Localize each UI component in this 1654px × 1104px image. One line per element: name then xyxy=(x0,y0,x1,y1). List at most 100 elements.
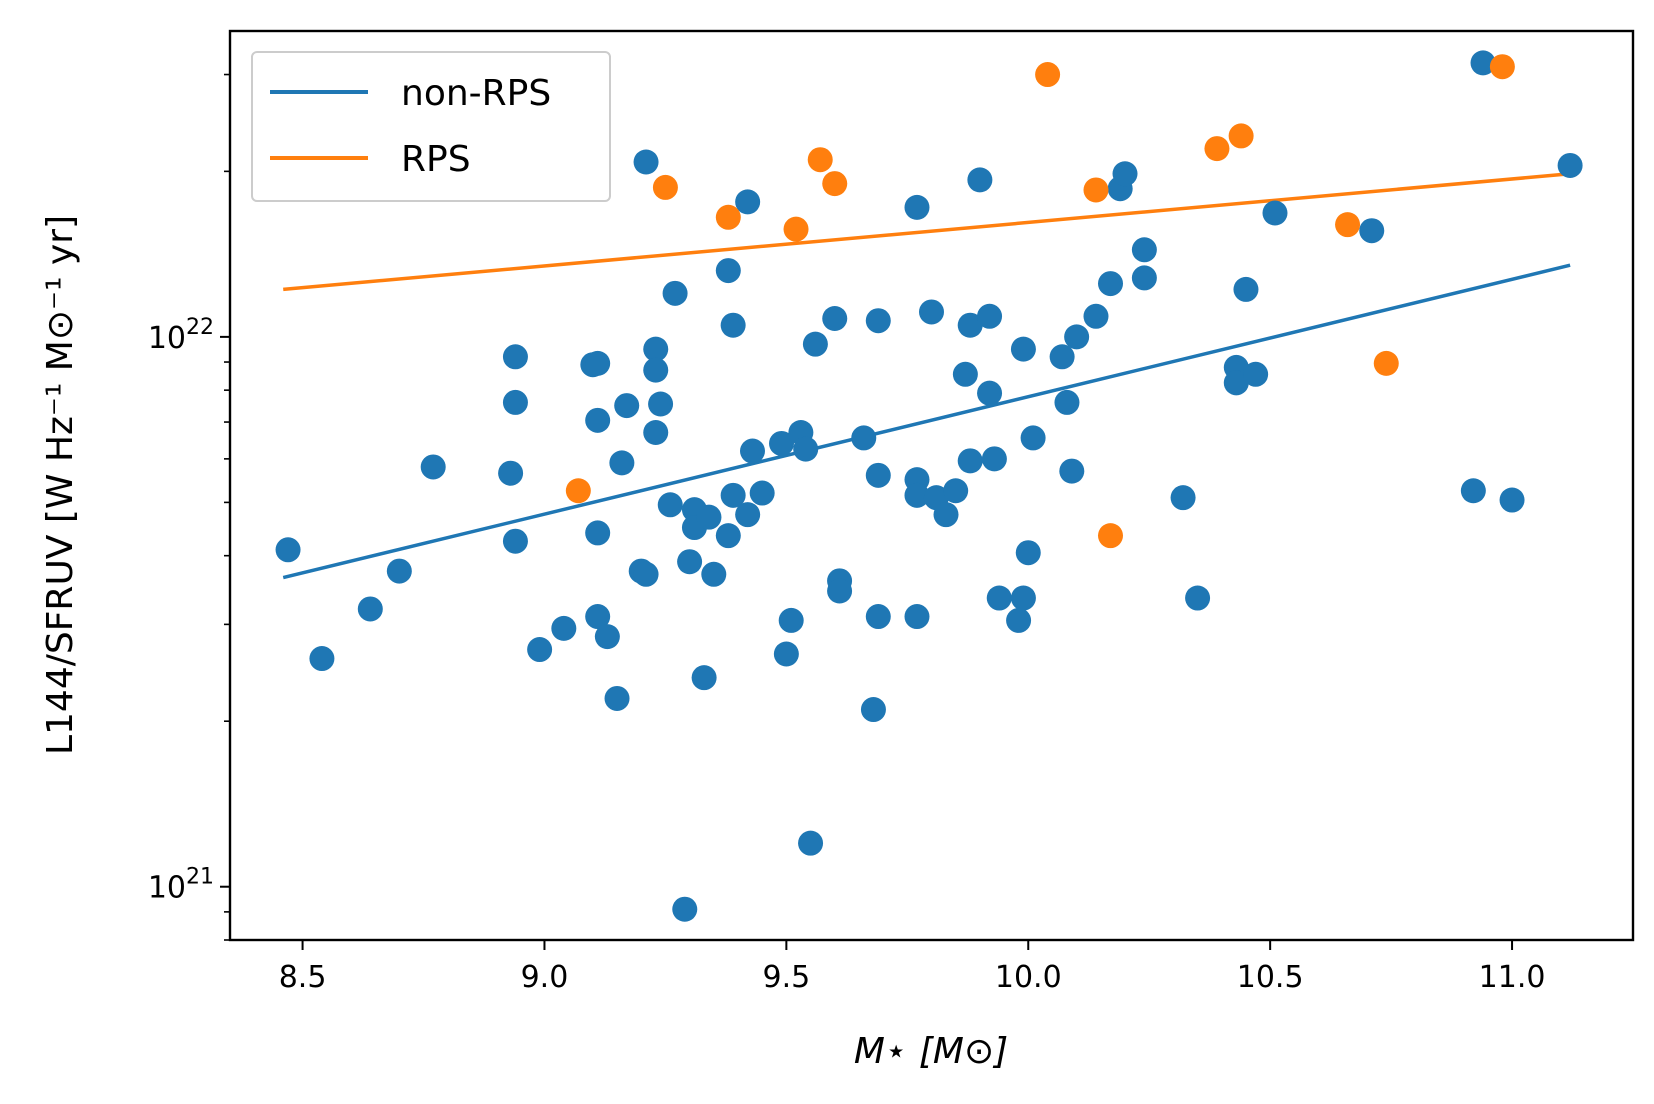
data-point-non-rps xyxy=(696,504,722,530)
legend-label-non-rps: non-RPS xyxy=(401,73,551,114)
data-point-non-rps xyxy=(309,646,335,672)
data-point-non-rps xyxy=(919,299,944,325)
data-point-non-rps xyxy=(1262,200,1288,226)
data-point-non-rps xyxy=(735,502,761,528)
data-point-non-rps xyxy=(657,492,683,518)
data-point-non-rps xyxy=(609,450,635,476)
data-point-non-rps xyxy=(1020,425,1046,451)
data-point-non-rps xyxy=(585,520,611,546)
data-point-non-rps xyxy=(865,308,891,334)
data-point-non-rps xyxy=(551,615,577,641)
data-point-non-rps xyxy=(986,585,1012,611)
data-point-non-rps xyxy=(715,258,741,284)
data-point-non-rps xyxy=(952,361,978,387)
x-tick-label: 11.0 xyxy=(1479,960,1546,995)
data-point-non-rps xyxy=(1170,485,1196,511)
data-point-non-rps xyxy=(1098,271,1124,297)
data-point-non-rps xyxy=(1223,370,1249,396)
data-point-non-rps xyxy=(822,305,848,331)
data-point-non-rps xyxy=(793,436,819,462)
axis-layer: 8.5 9.0 9.5 10.0 10.5 11.0 1021 1022 xyxy=(148,73,1546,995)
data-point-rps xyxy=(1489,54,1515,80)
legend-label-rps: RPS xyxy=(401,139,471,180)
data-point-non-rps xyxy=(1131,265,1157,291)
data-point-non-rps xyxy=(957,448,983,474)
data-point-non-rps xyxy=(981,446,1007,472)
data-point-non-rps xyxy=(1054,389,1080,415)
data-point-non-rps xyxy=(614,393,640,419)
data-point-rps xyxy=(822,171,848,197)
data-point-non-rps xyxy=(1557,152,1583,178)
x-axis-label: M⋆ [M⊙] xyxy=(854,1031,1008,1072)
x-tick-label: 10.5 xyxy=(1237,960,1304,995)
data-point-non-rps xyxy=(957,312,983,338)
data-point-non-rps xyxy=(802,331,828,357)
data-point-non-rps xyxy=(1006,607,1032,633)
data-point-non-rps xyxy=(720,312,746,338)
data-point-non-rps xyxy=(585,350,611,376)
data-point-non-rps xyxy=(643,336,669,362)
data-point-non-rps xyxy=(865,604,891,630)
data-point-non-rps xyxy=(904,194,930,220)
fit-line-non-rps xyxy=(282,263,1571,580)
data-point-rps xyxy=(652,174,678,200)
data-point-non-rps xyxy=(672,896,698,922)
data-point-non-rps xyxy=(933,502,959,528)
data-point-non-rps xyxy=(594,624,620,650)
y-tick-label: 1021 xyxy=(148,865,214,906)
legend-box xyxy=(251,51,611,202)
data-point-non-rps xyxy=(1010,336,1036,362)
data-point-non-rps xyxy=(1460,478,1486,504)
y-axis-label: L144/SFRUV [W Hz⁻¹ M⊙⁻¹ yr] xyxy=(40,215,81,755)
data-point-non-rps xyxy=(1010,585,1036,611)
data-point-non-rps xyxy=(778,607,804,633)
data-point-non-rps xyxy=(904,604,930,630)
data-point-non-rps xyxy=(827,578,853,604)
data-point-non-rps xyxy=(420,454,446,480)
data-point-non-rps xyxy=(1015,540,1041,566)
y-tick-label: 1022 xyxy=(148,315,214,356)
data-point-non-rps xyxy=(585,604,611,630)
data-point-non-rps xyxy=(943,478,969,504)
data-point-non-rps xyxy=(502,389,528,415)
data-point-non-rps xyxy=(1131,237,1157,263)
data-point-non-rps xyxy=(1185,585,1211,611)
data-point-non-rps xyxy=(715,523,741,549)
data-point-non-rps xyxy=(677,549,703,575)
data-point-non-rps xyxy=(275,537,301,563)
data-point-non-rps xyxy=(1059,458,1085,484)
data-point-non-rps xyxy=(773,641,799,667)
data-point-non-rps xyxy=(643,357,669,383)
x-tick-label: 9.5 xyxy=(763,960,811,995)
data-point-non-rps xyxy=(720,482,746,508)
data-point-rps xyxy=(807,147,833,173)
x-tick-label: 8.5 xyxy=(279,960,327,995)
plot-frame xyxy=(228,29,1635,942)
data-point-rps xyxy=(1083,177,1109,203)
data-point-non-rps xyxy=(769,430,795,456)
data-point-non-rps xyxy=(604,685,630,711)
data-point-rps xyxy=(1228,123,1254,149)
x-tick-label: 10.0 xyxy=(995,960,1062,995)
data-point-non-rps xyxy=(860,697,886,723)
data-point-non-rps xyxy=(1049,344,1075,370)
data-point-non-rps xyxy=(798,830,824,856)
data-point-non-rps xyxy=(1359,218,1385,244)
data-point-non-rps xyxy=(1083,303,1109,329)
data-point-rps xyxy=(1204,136,1230,162)
data-point-rps xyxy=(1335,212,1361,238)
data-point-rps xyxy=(1373,350,1399,376)
data-point-non-rps xyxy=(701,561,727,587)
data-point-non-rps xyxy=(1112,161,1138,187)
data-point-non-rps xyxy=(865,462,891,488)
data-point-non-rps xyxy=(967,167,993,193)
data-point-non-rps xyxy=(585,407,611,433)
data-point-non-rps xyxy=(904,482,930,508)
data-point-non-rps xyxy=(1064,324,1090,350)
data-point-non-rps xyxy=(498,460,524,486)
data-point-non-rps xyxy=(1470,50,1496,76)
data-point-non-rps xyxy=(735,189,761,215)
data-point-non-rps xyxy=(502,528,528,554)
data-point-rps xyxy=(715,204,741,230)
